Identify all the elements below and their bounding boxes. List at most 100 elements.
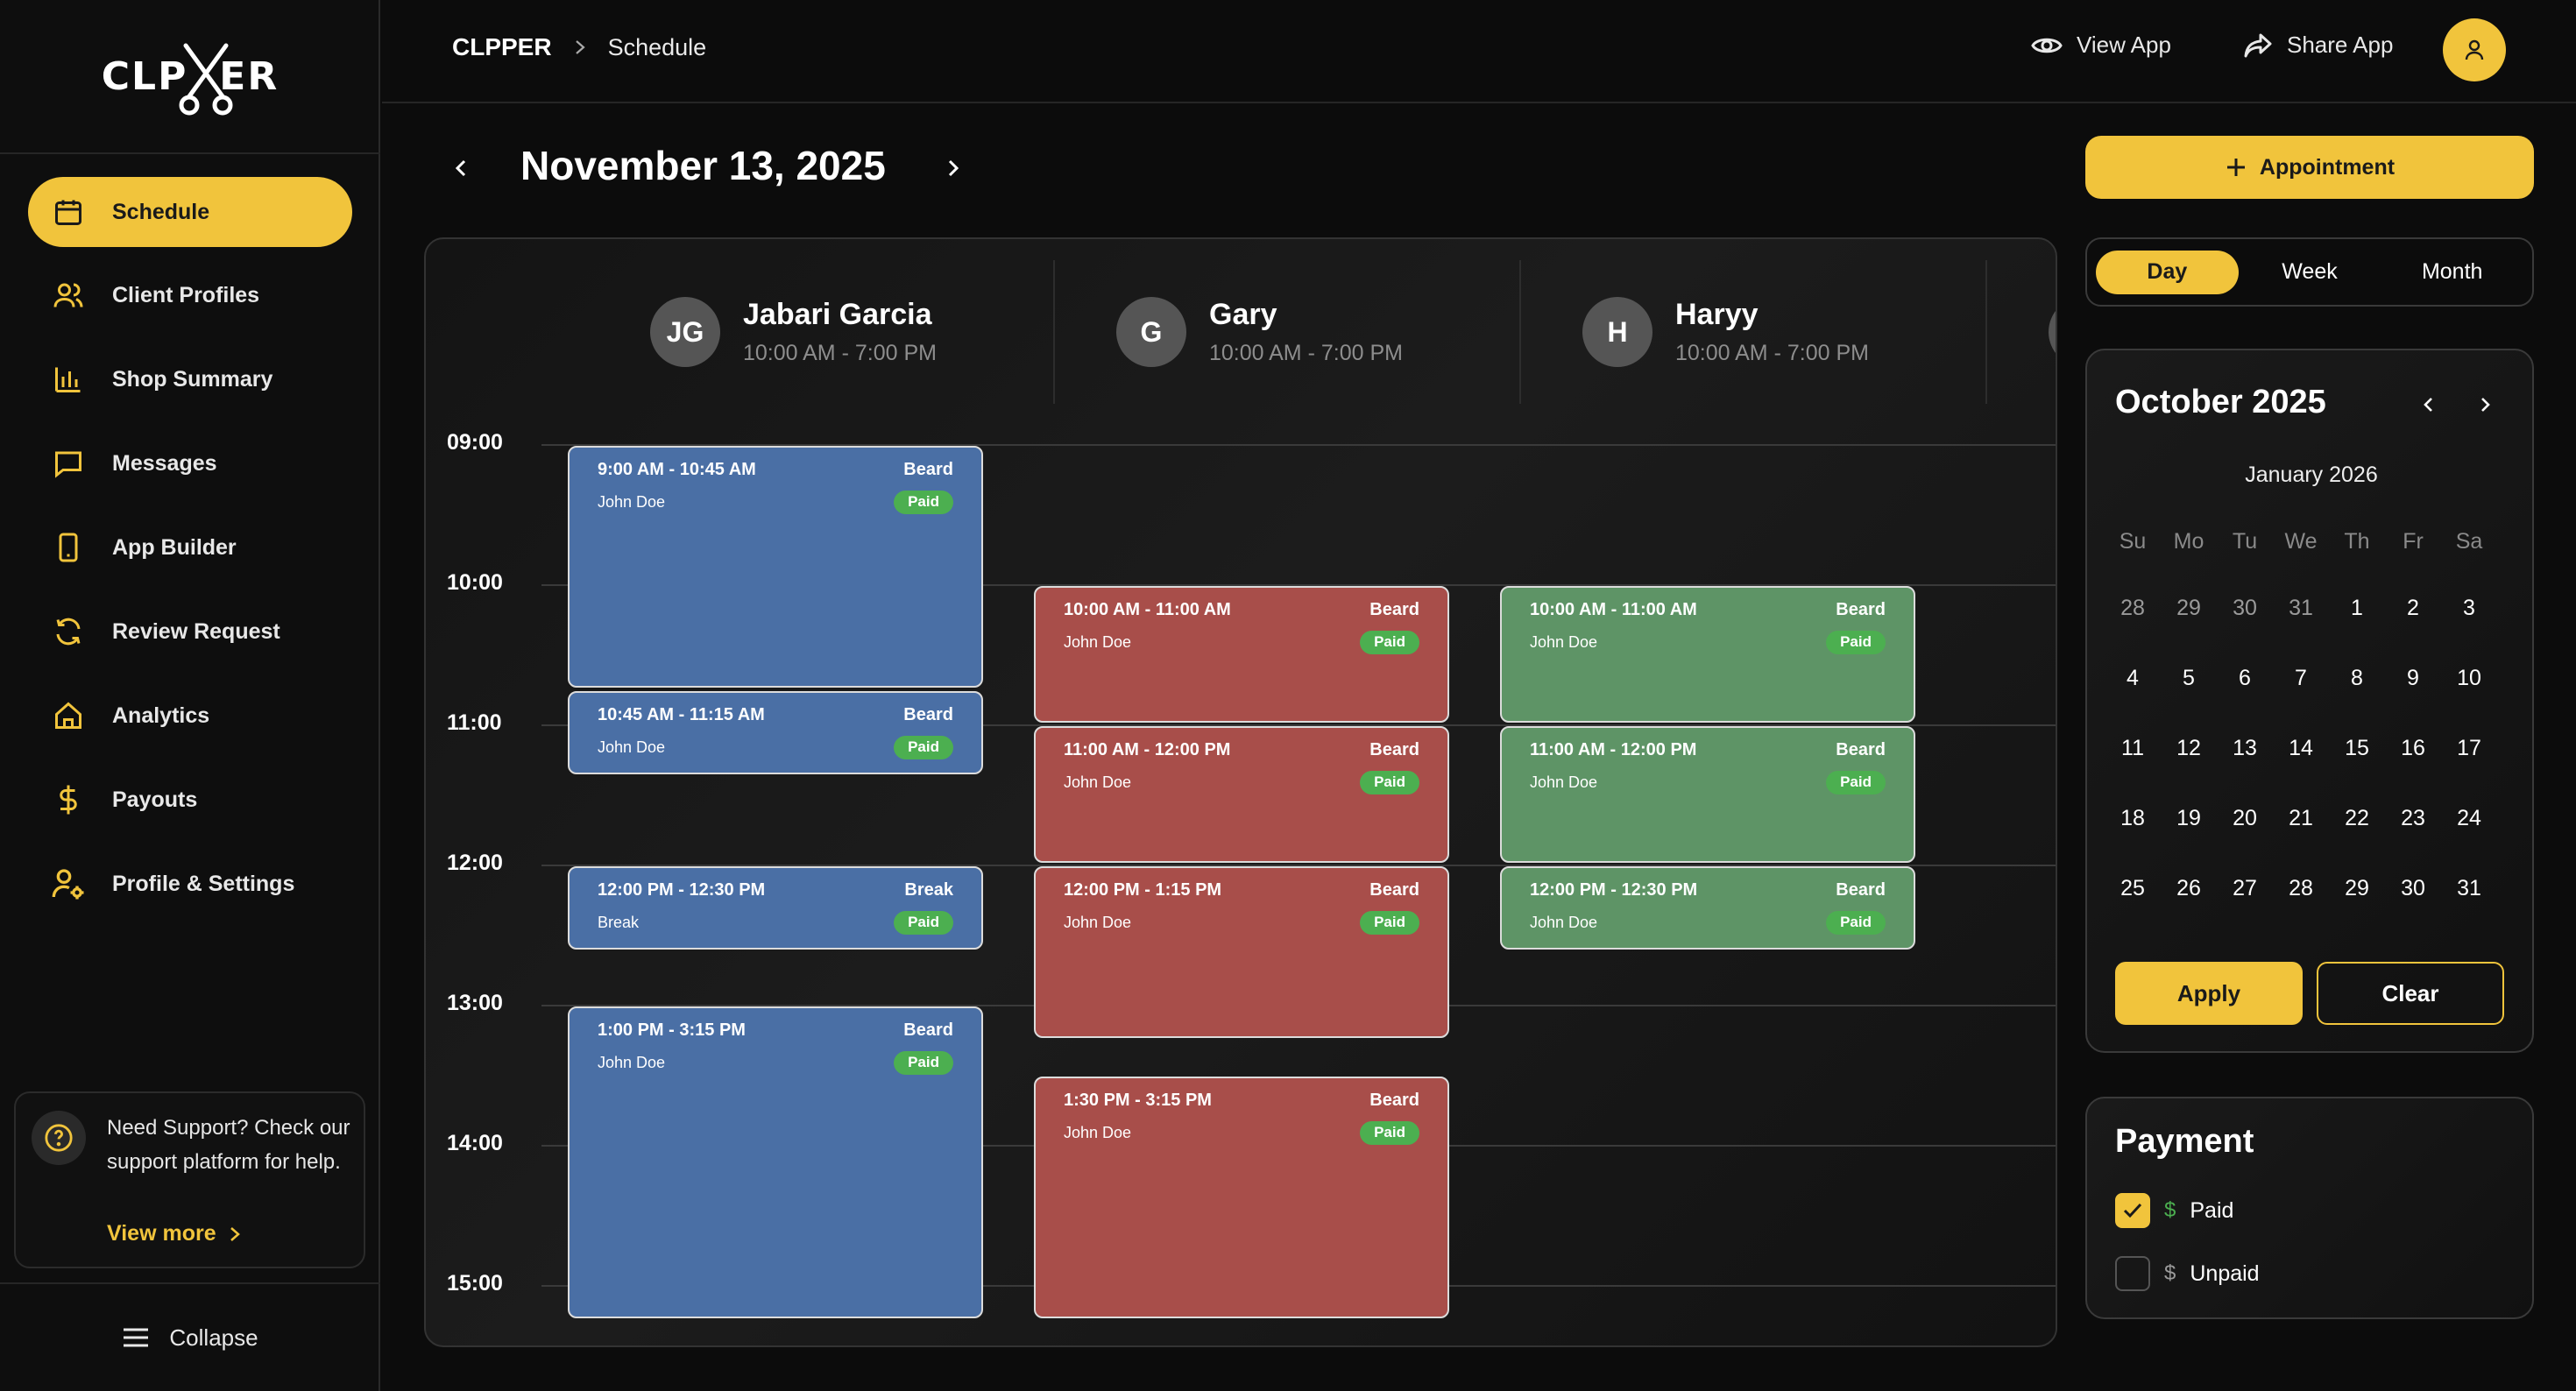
- paid-label: Paid: [2190, 1197, 2234, 1223]
- sidebar-item-profile-settings[interactable]: Profile & Settings: [28, 849, 352, 919]
- calendar-day[interactable]: 17: [2457, 736, 2481, 760]
- calendar-day[interactable]: 13: [2233, 736, 2257, 760]
- sidebar-item-label: Profile & Settings: [112, 871, 295, 896]
- calendar-day[interactable]: 16: [2401, 736, 2425, 760]
- sidebar-item-app-builder[interactable]: App Builder: [28, 512, 352, 583]
- calendar-day[interactable]: 6: [2239, 666, 2251, 690]
- tab-month[interactable]: Month: [2421, 259, 2483, 284]
- view-app-button[interactable]: View App: [2031, 32, 2171, 59]
- user-avatar[interactable]: [2443, 18, 2506, 81]
- share-icon: [2243, 32, 2273, 59]
- hour-line: [541, 724, 2056, 726]
- time-label: 11:00: [447, 710, 502, 735]
- calendar-day[interactable]: 10: [2457, 666, 2481, 690]
- appointment-card[interactable]: 12:00 PM - 1:15 PM Beard John Doe Paid: [1034, 866, 1449, 1038]
- appointment-time: 10:00 AM - 11:00 AM: [1064, 600, 1231, 619]
- unpaid-filter[interactable]: $ Unpaid: [2115, 1256, 2260, 1291]
- date-next-button[interactable]: [934, 152, 973, 184]
- collapse-button[interactable]: Collapse: [0, 1282, 380, 1391]
- tab-day[interactable]: Day: [2096, 250, 2239, 294]
- appointment-card[interactable]: 10:45 AM - 11:15 AM Beard John Doe Paid: [568, 691, 983, 775]
- calendar-day[interactable]: 29: [2345, 876, 2369, 900]
- calendar-day[interactable]: 8: [2351, 666, 2363, 690]
- topbar: CLPPER Schedule View App Share App: [382, 0, 2576, 103]
- chevron-right-icon: [229, 1225, 241, 1243]
- calendar-day[interactable]: 4: [2127, 666, 2139, 690]
- staff-column-header[interactable]: JG Jabari Garcia 10:00 AM - 7:00 PM: [650, 260, 1115, 404]
- calendar-day[interactable]: 31: [2289, 596, 2313, 620]
- appointment-card[interactable]: 10:00 AM - 11:00 AM Beard John Doe Paid: [1034, 586, 1449, 723]
- payment-status-badge: Paid: [1360, 771, 1419, 794]
- sidebar-item-shop-summary[interactable]: Shop Summary: [28, 344, 352, 414]
- calendar-day[interactable]: 3: [2463, 596, 2475, 620]
- calendar-day[interactable]: 23: [2401, 806, 2425, 830]
- appointment-time: 11:00 AM - 12:00 PM: [1064, 740, 1231, 759]
- users-icon: [51, 278, 86, 313]
- calendar-day[interactable]: 30: [2401, 876, 2425, 900]
- staff-avatar: JG: [650, 297, 720, 367]
- calendar-day[interactable]: 7: [2295, 666, 2307, 690]
- appointment-card[interactable]: 11:00 AM - 12:00 PM Beard John Doe Paid: [1500, 726, 1915, 863]
- calendar-day[interactable]: 22: [2345, 806, 2369, 830]
- calendar-day[interactable]: 26: [2176, 876, 2201, 900]
- calendar-day[interactable]: 2: [2407, 596, 2419, 620]
- appointment-client: John Doe: [598, 493, 666, 511]
- date-prev-button[interactable]: [442, 152, 480, 184]
- view-more-label: View more: [107, 1221, 216, 1246]
- calendar-day[interactable]: 19: [2176, 806, 2201, 830]
- calendar-day[interactable]: 12: [2176, 736, 2201, 760]
- add-appointment-label: Appointment: [2259, 154, 2396, 180]
- calendar-day[interactable]: 15: [2345, 736, 2369, 760]
- calendar-day[interactable]: 5: [2183, 666, 2195, 690]
- appointment-card[interactable]: 1:00 PM - 3:15 PM Beard John Doe Paid: [568, 1006, 983, 1318]
- sidebar-item-payouts[interactable]: Payouts: [28, 765, 352, 835]
- staff-column-header[interactable]: G Gary 10:00 AM - 7:00 PM: [1116, 260, 1581, 404]
- tab-week[interactable]: Week: [2282, 259, 2338, 284]
- view-more-link[interactable]: View more: [107, 1221, 241, 1246]
- add-appointment-button[interactable]: Appointment: [2085, 136, 2534, 199]
- phone-icon: [51, 530, 86, 565]
- breadcrumb-root[interactable]: CLPPER: [452, 33, 552, 60]
- share-app-button[interactable]: Share App: [2243, 32, 2393, 59]
- weekday-label: Su: [2119, 529, 2147, 554]
- calendar-day[interactable]: 31: [2457, 876, 2481, 900]
- sidebar-item-messages[interactable]: Messages: [28, 428, 352, 498]
- calendar-day[interactable]: 25: [2120, 876, 2145, 900]
- paid-checkbox[interactable]: [2115, 1193, 2150, 1228]
- paid-filter[interactable]: $ Paid: [2115, 1193, 2233, 1228]
- calendar-day[interactable]: 28: [2289, 876, 2313, 900]
- calendar-day[interactable]: 1: [2351, 596, 2363, 620]
- month-prev-button[interactable]: [2413, 389, 2445, 420]
- calendar-day[interactable]: 18: [2120, 806, 2145, 830]
- calendar-day[interactable]: 28: [2120, 596, 2145, 620]
- appointment-card[interactable]: 10:00 AM - 11:00 AM Beard John Doe Paid: [1500, 586, 1915, 723]
- staff-name: Jabari Garcia: [743, 298, 932, 331]
- calendar-day[interactable]: 30: [2233, 596, 2257, 620]
- appointment-service: Beard: [1369, 600, 1419, 619]
- sidebar-item-review-request[interactable]: Review Request: [28, 597, 352, 667]
- appointment-card[interactable]: 12:00 PM - 12:30 PM Break Break Paid: [568, 866, 983, 950]
- time-label: 09:00: [447, 430, 503, 455]
- calendar-day[interactable]: 11: [2121, 736, 2144, 760]
- calendar-day[interactable]: 9: [2407, 666, 2419, 690]
- apply-button[interactable]: Apply: [2115, 962, 2303, 1025]
- hour-line: [541, 444, 2056, 446]
- calendar-day[interactable]: 14: [2289, 736, 2313, 760]
- calendar-day[interactable]: 20: [2233, 806, 2257, 830]
- appointment-card[interactable]: 11:00 AM - 12:00 PM Beard John Doe Paid: [1034, 726, 1449, 863]
- unpaid-checkbox[interactable]: [2115, 1256, 2150, 1291]
- appointment-card[interactable]: 12:00 PM - 12:30 PM Beard John Doe Paid: [1500, 866, 1915, 950]
- calendar-day[interactable]: 24: [2457, 806, 2481, 830]
- calendar-day[interactable]: 27: [2233, 876, 2257, 900]
- month-next-button[interactable]: [2469, 389, 2501, 420]
- staff-column-header[interactable]: H Haryy 10:00 AM - 7:00 PM: [1582, 260, 2047, 404]
- sidebar-item-analytics[interactable]: Analytics: [28, 681, 352, 751]
- sidebar-item-schedule[interactable]: Schedule: [28, 177, 352, 247]
- sidebar-item-client-profiles[interactable]: Client Profiles: [28, 260, 352, 330]
- clear-button[interactable]: Clear: [2317, 962, 2504, 1025]
- appointment-card[interactable]: 9:00 AM - 10:45 AM Beard John Doe Paid: [568, 446, 983, 688]
- calendar-day[interactable]: 21: [2289, 806, 2313, 830]
- appointment-card[interactable]: 1:30 PM - 3:15 PM Beard John Doe Paid: [1034, 1077, 1449, 1318]
- brand-logo[interactable]: CLPXER: [0, 0, 380, 154]
- calendar-day[interactable]: 29: [2176, 596, 2201, 620]
